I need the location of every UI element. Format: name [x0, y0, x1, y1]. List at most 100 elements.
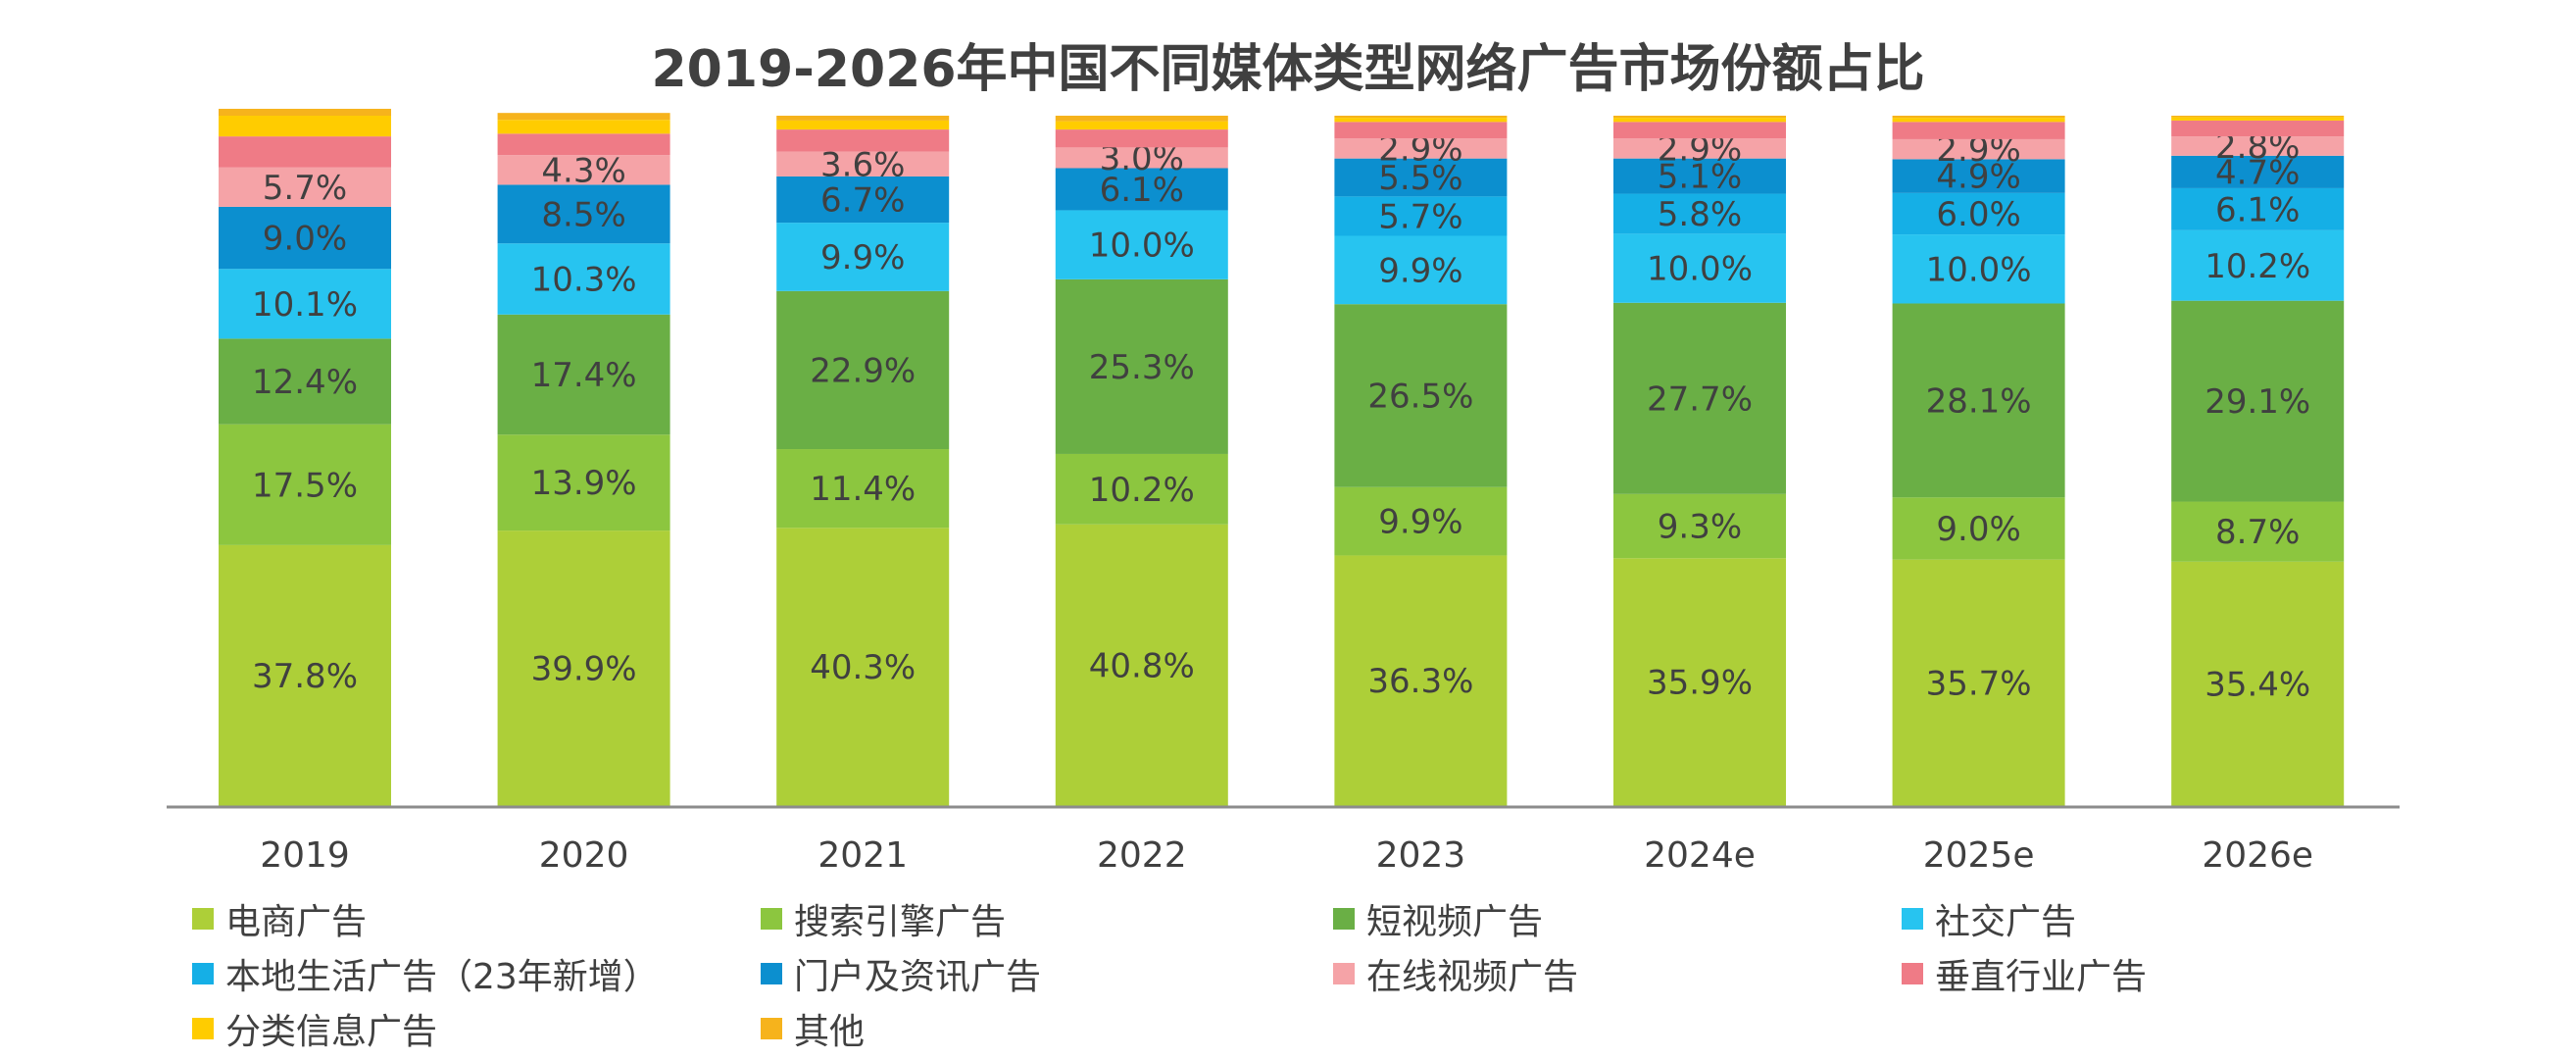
bar-segment	[1892, 116, 2065, 119]
legend-label: 电商广告	[225, 902, 368, 942]
data-label: 4.3%	[541, 151, 625, 190]
bar-segment	[1334, 138, 1508, 159]
bar-segment	[1334, 486, 1508, 556]
data-label: 40.8%	[1089, 646, 1195, 685]
bar-segment	[1892, 159, 2065, 193]
bar-segment	[1334, 196, 1508, 236]
legend-label: 在线视频广告	[1366, 957, 1579, 997]
bar-segment	[776, 151, 950, 176]
data-label: 8.7%	[2215, 513, 2300, 552]
bar-segment	[1892, 303, 2065, 498]
data-label: 22.9%	[810, 351, 916, 390]
bar-segment	[219, 424, 391, 545]
bar-segment	[1055, 278, 1228, 454]
legend-swatch	[1902, 908, 1923, 930]
data-label: 35.4%	[2204, 665, 2310, 704]
legend-item: 在线视频广告	[1333, 949, 1578, 998]
x-tick-label: 2020	[539, 835, 629, 876]
legend-label: 分类信息广告	[225, 1012, 438, 1052]
data-label: 6.0%	[1936, 195, 2020, 234]
bar-segment	[1055, 121, 1228, 130]
bar-segment	[1613, 116, 1786, 119]
bar-segment	[219, 338, 391, 425]
x-tick-label: 2026e	[2202, 835, 2313, 876]
bar-segment	[1055, 210, 1228, 279]
legend-swatch	[761, 1018, 782, 1039]
bar-segment	[1892, 138, 2065, 160]
data-label: 10.0%	[1647, 250, 1753, 289]
data-label: 10.3%	[531, 260, 637, 299]
bar-segment	[776, 449, 950, 529]
legend-swatch	[1333, 963, 1355, 984]
legend-swatch	[192, 963, 214, 984]
bar-segment	[1334, 158, 1508, 197]
bar-segment	[1055, 524, 1228, 806]
data-label: 5.8%	[1658, 195, 1742, 234]
bar-segment	[1334, 304, 1508, 487]
bar-segment	[219, 544, 391, 806]
bar-segment	[1613, 302, 1786, 494]
bar-segment	[2171, 561, 2345, 806]
bar-segment	[776, 120, 950, 130]
data-label: 6.1%	[2215, 190, 2300, 229]
bar-segment	[1055, 129, 1228, 148]
bar-segment	[497, 113, 670, 121]
x-tick-label: 2022	[1097, 835, 1187, 876]
bar-segment	[776, 129, 950, 152]
data-label: 35.9%	[1647, 664, 1753, 703]
bar-segment	[2171, 501, 2345, 562]
bar-segment	[1055, 147, 1228, 169]
bar-segment	[1613, 493, 1786, 559]
bar-segment	[2171, 120, 2345, 137]
chart-title: 2019-2026年中国不同媒体类型网络广告市场份额占比	[651, 40, 1925, 99]
bar-segment	[497, 155, 670, 185]
data-label: 5.7%	[1378, 197, 1462, 236]
data-label: 9.0%	[263, 220, 347, 259]
bar-segment	[1613, 158, 1786, 194]
bar-segment	[219, 269, 391, 339]
bar-segment	[2171, 187, 2345, 230]
bar-segment	[776, 176, 950, 224]
data-label: 9.9%	[820, 238, 905, 277]
bar-segment	[776, 223, 950, 291]
legend-label: 其他	[794, 1012, 866, 1052]
data-label: 28.1%	[1926, 381, 2032, 421]
bar-segment	[776, 116, 950, 121]
data-label: 6.1%	[1100, 171, 1184, 210]
bar-segment	[497, 434, 670, 531]
legend-item: 门户及资讯广告	[761, 949, 1041, 998]
data-label: 9.0%	[1936, 510, 2020, 549]
data-label: 10.2%	[1089, 471, 1195, 510]
bar-segment	[776, 528, 950, 806]
data-label: 5.5%	[1378, 159, 1462, 198]
bar-segment	[1892, 234, 2065, 304]
x-tick-label: 2019	[260, 835, 350, 876]
legend-label: 短视频广告	[1366, 902, 1544, 942]
data-label: 39.9%	[531, 650, 637, 689]
data-label: 9.3%	[1658, 508, 1742, 547]
bar-segment	[1334, 118, 1508, 123]
bar-segment	[1613, 193, 1786, 234]
legend-label: 搜索引擎广告	[794, 902, 1007, 942]
bar-segment	[1613, 122, 1786, 139]
data-label: 4.7%	[2215, 153, 2300, 192]
bar-segment	[1334, 116, 1508, 119]
legend-label: 本地生活广告（23年新增）	[225, 957, 659, 997]
bar-segment	[1892, 559, 2065, 806]
data-label: 4.9%	[1936, 158, 2020, 197]
data-label: 9.9%	[1378, 503, 1462, 542]
legend-item: 垂直行业广告	[1902, 949, 2147, 998]
data-label: 10.2%	[2204, 247, 2310, 286]
data-label: 6.7%	[820, 181, 905, 221]
bar-segment	[1892, 122, 2065, 139]
data-label: 3.6%	[820, 145, 905, 184]
data-label: 10.0%	[1926, 250, 2032, 289]
legend-item: 搜索引擎广告	[761, 894, 1006, 943]
bar-segment	[1613, 233, 1786, 303]
legend-item: 短视频广告	[1333, 894, 1543, 943]
data-label: 40.3%	[810, 648, 916, 687]
bar-segment	[219, 136, 391, 168]
bar-segment	[1892, 497, 2065, 560]
bar-segment	[497, 243, 670, 315]
legend-swatch	[192, 1018, 214, 1039]
